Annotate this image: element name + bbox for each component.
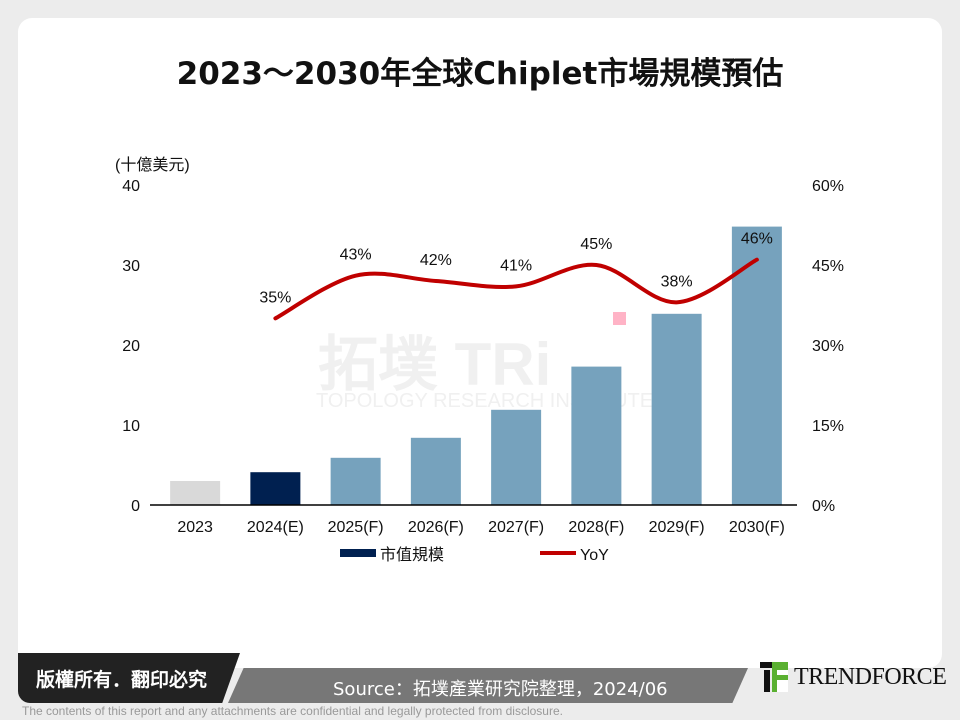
x-tick-label: 2025(F) xyxy=(328,519,384,536)
x-tick-label: 2024(E) xyxy=(247,519,304,536)
yoy-data-label: 41% xyxy=(500,257,532,274)
x-tick-label: 2027(F) xyxy=(488,519,544,536)
legend-bar-swatch xyxy=(340,549,376,557)
copyright-banner: 版權所有．翻印必究 xyxy=(18,653,240,703)
yoy-line xyxy=(273,257,759,321)
x-tick-label: 2028(F) xyxy=(568,519,624,536)
trendforce-logo: TRENDFORCE xyxy=(760,662,947,692)
bar-2024(E) xyxy=(250,472,301,505)
chart-title: 2023～2030年全球Chiplet市場規模預估 xyxy=(176,56,784,92)
bar-2026(F) xyxy=(410,437,461,505)
yoy-data-label: 35% xyxy=(259,289,291,306)
bar-2030(F) xyxy=(731,226,782,505)
legend-line-label: YoY xyxy=(580,547,609,564)
left-tick-label: 40 xyxy=(122,178,140,195)
yoy-data-label: 43% xyxy=(340,247,372,264)
left-tick-label: 0 xyxy=(131,498,140,515)
x-tick-label: 2026(F) xyxy=(408,519,464,536)
left-tick-label: 20 xyxy=(122,338,140,355)
left-axis-label: (十億美元) xyxy=(115,156,190,174)
left-tick-label: 30 xyxy=(122,258,140,275)
right-tick-label: 0% xyxy=(812,498,835,515)
watermark-dot xyxy=(613,312,626,325)
source-text: Source：拓墣產業研究院整理，2024/06 xyxy=(333,679,668,700)
bar-2027(F) xyxy=(491,409,542,505)
copyright-text: 版權所有．翻印必究 xyxy=(36,669,208,691)
trendforce-logo-text: TRENDFORCE xyxy=(794,663,947,690)
yoy-data-label: 38% xyxy=(661,273,693,290)
bar-2028(F) xyxy=(571,366,622,505)
disclaimer: The contents of this report and any atta… xyxy=(22,704,563,718)
bar-2025(F) xyxy=(330,457,381,505)
bar-2029(F) xyxy=(651,313,702,505)
right-tick-label: 30% xyxy=(812,338,844,355)
slide-card xyxy=(18,18,942,668)
x-tick-label: 2029(F) xyxy=(649,519,705,536)
x-tick-label: 2023 xyxy=(177,519,213,536)
x-tick-label: 2030(F) xyxy=(729,519,785,536)
right-tick-label: 15% xyxy=(812,418,844,435)
trendforce-logo-icon xyxy=(760,662,788,692)
watermark-sub: TOPOLOGY RESEARCH INSTITUTE xyxy=(316,390,653,412)
watermark: 拓墣 TRi xyxy=(318,331,551,398)
left-tick-label: 10 xyxy=(122,418,140,435)
right-tick-label: 60% xyxy=(812,178,844,195)
source-banner: Source：拓墣產業研究院整理，2024/06 xyxy=(228,668,748,703)
bar-2023 xyxy=(170,481,221,505)
right-tick-label: 45% xyxy=(812,258,844,275)
yoy-data-label: 46% xyxy=(741,231,773,248)
yoy-data-label: 42% xyxy=(420,252,452,269)
legend-bar-label: 市值規模 xyxy=(380,546,444,564)
yoy-data-label: 45% xyxy=(580,236,612,253)
